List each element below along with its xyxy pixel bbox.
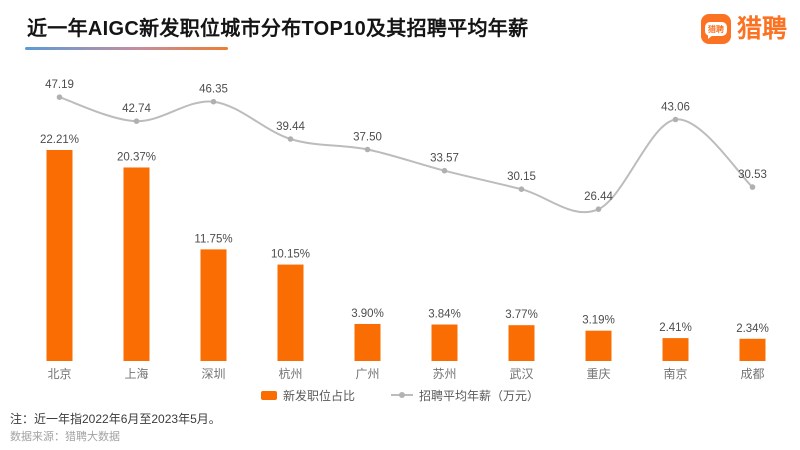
- line-point: [749, 184, 756, 190]
- x-axis-label: 深圳: [201, 367, 225, 381]
- combo-bar-line-chart: 22.21% 北京 20.37% 上海 11.75% 深圳 10.15% 杭州 3.90% 广州 3…: [40, 79, 769, 381]
- legend-bar-label: 新发职位占比: [282, 388, 355, 403]
- bar-value-label: 2.34%: [736, 323, 769, 335]
- bar: [123, 167, 150, 361]
- bar: [662, 338, 689, 361]
- legend-line-label: 招聘平均年薪（万元）: [419, 388, 540, 403]
- line-point-label: 33.57: [430, 153, 459, 165]
- liepin-logo: 猎聘 猎聘: [700, 14, 787, 44]
- line-point: [595, 206, 602, 212]
- legend-item-bar: 新发职位占比: [260, 387, 355, 404]
- x-axis-label: 杭州: [278, 366, 302, 381]
- x-axis-label: 成都: [740, 367, 764, 381]
- line-point: [210, 98, 217, 105]
- x-axis-label: 重庆: [586, 367, 610, 381]
- line-point-label: 30.15: [507, 171, 536, 183]
- line-point-label: 30.53: [738, 169, 767, 181]
- bar-value-label: 3.90%: [351, 308, 384, 320]
- line-point: [672, 116, 679, 123]
- line-point: [133, 118, 140, 124]
- line-point-label: 37.50: [353, 132, 382, 144]
- line-series-swatch-icon: [391, 392, 413, 398]
- bar: [200, 249, 227, 361]
- line-point-label: 42.74: [122, 103, 151, 115]
- bar-value-label: 3.19%: [582, 315, 615, 327]
- page-title: 近一年AIGC新发职位城市分布TOP10及其招聘平均年薪: [27, 18, 529, 40]
- line-point: [441, 167, 448, 174]
- bar: [277, 264, 304, 361]
- x-axis-label: 广州: [355, 367, 379, 381]
- note-text: 注：近一年指2022年6月至2023年5月。: [10, 412, 221, 426]
- bar-value-label: 20.37%: [117, 151, 156, 163]
- bar: [431, 324, 458, 361]
- chart-legend: 新发职位占比 招聘平均年薪（万元）: [0, 386, 800, 404]
- line-point: [518, 186, 525, 192]
- source-text: 数据来源：猎聘大数据: [10, 431, 120, 443]
- bar-value-label: 3.84%: [428, 309, 461, 321]
- line-point: [364, 146, 371, 153]
- title-underline: [25, 47, 228, 50]
- bar-value-label: 11.75%: [194, 233, 232, 245]
- bar-series-swatch-icon: [260, 390, 277, 400]
- line-point-label: 46.35: [199, 84, 228, 96]
- speech-bubble-icon: 猎聘: [704, 22, 727, 39]
- line-point-label: 47.19: [45, 79, 74, 91]
- x-axis-label: 上海: [124, 366, 148, 381]
- x-axis-label: 武汉: [509, 367, 533, 381]
- line-point-label: 39.44: [276, 121, 305, 133]
- bar: [739, 338, 766, 361]
- line-point: [287, 136, 294, 142]
- salary-line: [59, 96, 754, 214]
- bar-value-label: 22.21%: [40, 134, 79, 146]
- bar-value-label: 3.77%: [505, 309, 538, 321]
- bar-value-label: 10.15%: [271, 249, 310, 261]
- x-axis-label: 南京: [663, 366, 687, 381]
- bar-value-label: 2.41%: [659, 322, 692, 334]
- liepin-wordmark: 猎聘: [736, 14, 787, 43]
- line-point-label: 43.06: [661, 102, 690, 114]
- legend-item-line: 招聘平均年薪（万元）: [391, 387, 539, 404]
- bar: [46, 150, 73, 361]
- line-point: [56, 94, 63, 100]
- bar: [585, 330, 612, 361]
- line-point-label: 26.44: [584, 191, 613, 203]
- bar: [508, 325, 535, 361]
- bar: [354, 323, 381, 361]
- liepin-logo-icon: 猎聘: [700, 14, 731, 44]
- x-axis-label: 苏州: [432, 367, 456, 381]
- x-axis-label: 北京: [47, 367, 71, 381]
